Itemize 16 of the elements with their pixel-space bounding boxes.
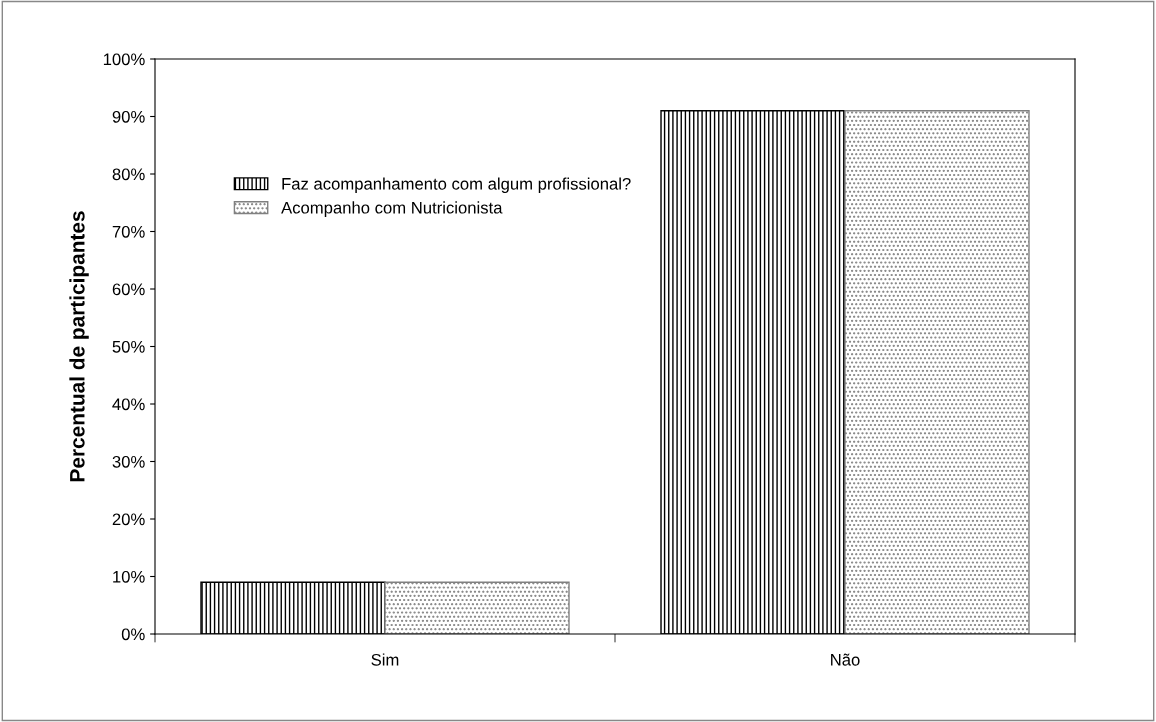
y-tick-label: 10% [113, 570, 145, 583]
y-axis-title: Percentual de participantes [69, 211, 89, 482]
x-tick-label: Sim [371, 653, 399, 666]
y-tick-label: 20% [112, 513, 145, 526]
y-tick-label: 70% [112, 225, 145, 238]
y-tick-label: 100% [103, 53, 145, 66]
legend-label: Acompanho com Nutricionista [281, 201, 503, 217]
x-tick-label: Não [831, 653, 860, 666]
y-tick-label: 50% [112, 340, 145, 353]
y-tick-label: 60% [112, 283, 145, 296]
y-tick-label: 90% [112, 110, 145, 123]
y-tick-label: 80% [112, 168, 145, 181]
y-tick-label: 40% [112, 398, 145, 411]
y-tick-label: 30% [112, 455, 145, 468]
legend-label: Faz acompanhamento com algum profissional? [282, 177, 631, 194]
y-tick-label: 0% [121, 628, 145, 641]
